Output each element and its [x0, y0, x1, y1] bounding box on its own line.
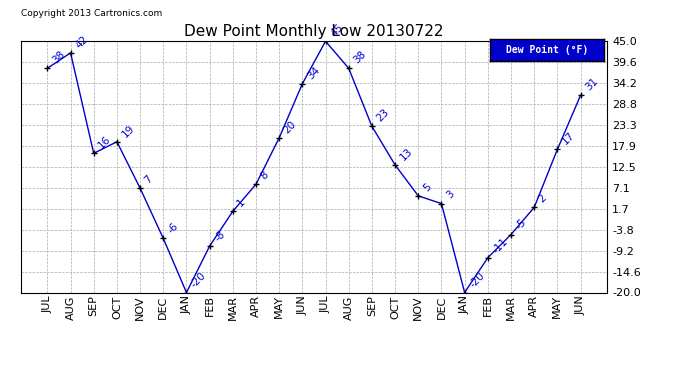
Text: 42: 42	[73, 34, 90, 50]
Text: -20: -20	[467, 271, 486, 290]
Text: -8: -8	[213, 229, 227, 243]
Text: 7: 7	[143, 174, 155, 185]
Text: 19: 19	[119, 123, 136, 139]
Text: 23: 23	[375, 107, 391, 123]
Text: 20: 20	[282, 119, 298, 135]
Text: 1: 1	[235, 197, 247, 208]
Text: 31: 31	[583, 76, 600, 93]
Text: 17: 17	[560, 130, 577, 147]
Text: -6: -6	[166, 221, 181, 236]
Text: Copyright 2013 Cartronics.com: Copyright 2013 Cartronics.com	[21, 9, 162, 18]
Text: 38: 38	[50, 49, 66, 66]
Title: Dew Point Monthly Low 20130722: Dew Point Monthly Low 20130722	[184, 24, 444, 39]
Text: 45: 45	[328, 22, 345, 39]
Text: -5: -5	[514, 217, 528, 232]
Text: 5: 5	[421, 182, 433, 193]
Text: -20: -20	[189, 271, 208, 290]
Text: 16: 16	[97, 134, 113, 151]
Text: 13: 13	[398, 146, 414, 162]
Text: 34: 34	[305, 64, 322, 81]
Text: 38: 38	[351, 49, 368, 66]
Text: -11: -11	[491, 236, 510, 255]
Text: 8: 8	[259, 170, 270, 182]
Text: 3: 3	[444, 189, 456, 201]
Text: 2: 2	[537, 193, 549, 205]
